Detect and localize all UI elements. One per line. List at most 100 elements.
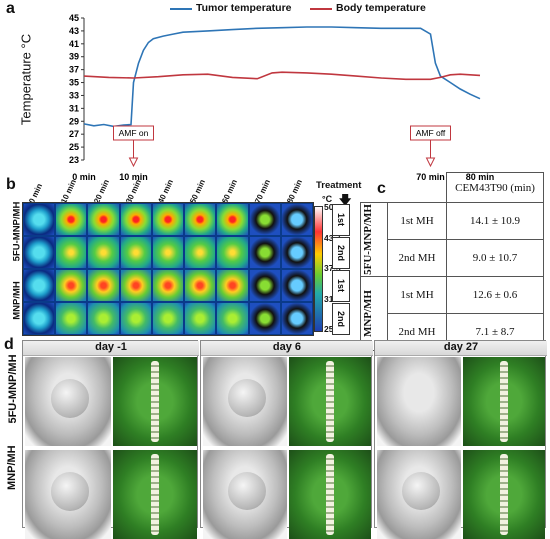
thermal-tile [248,269,281,302]
row-group-label-mnp: MNP/MH [11,281,23,320]
spine-shape [150,361,159,442]
tumor-bulge [50,379,90,418]
thermal-tile [119,302,152,335]
y-tick-label: 25 [69,142,79,152]
legend-label-body: Body temperature [336,2,426,14]
tumor-bulge [228,472,266,511]
ct-surface-image [25,450,111,539]
ct-surface-image [203,357,287,446]
row-tag: 1st [332,270,350,302]
thermal-tile [87,302,120,335]
thermal-tile [280,302,313,335]
thermal-tile [280,203,313,236]
thermal-tile [119,236,152,269]
colorbar [314,206,323,332]
thermal-tile [151,269,185,302]
thermal-tile [87,269,120,302]
thermal-tile [184,236,217,269]
cem-table: CEM43T90 (min) 5FU-MNP/MH 1st MH 14.1 ± … [360,172,544,351]
ct-skeleton-image [113,357,197,446]
row-tag: 2nd [332,237,350,269]
cem-table-header: CEM43T90 (min) [446,172,544,203]
down-arrow-icon: 🡇 [339,193,352,207]
ct-surface-image [377,450,461,539]
tumor-bulge [50,472,90,511]
ct-surface-image [377,357,461,446]
y-tick-label: 31 [69,103,79,113]
thermal-tile [87,203,120,236]
spine-shape [325,361,334,442]
thermal-tile [55,236,88,269]
spine-shape [499,361,508,442]
thermal-tile [280,269,313,302]
thermal-tile [55,269,88,302]
y-tick-label: 23 [69,155,79,165]
ct-skeleton-image [113,450,197,539]
thermal-tile [184,269,217,302]
row-group-label-5fu: 5FU-MNP/MH [11,201,23,262]
thermal-tile [151,203,185,236]
day-label: day -1 [23,341,199,356]
y-tick-label: 35 [69,78,79,88]
time-label: 0 min [27,182,45,205]
y-tick-label: 41 [69,39,79,49]
tumor-bulge [402,472,440,511]
y-tick-label: 33 [69,90,79,100]
row-label: 2nd MH [387,239,447,277]
spine-shape [150,454,159,535]
thermal-tile [119,269,152,302]
ct-skeleton-image [463,357,545,446]
day-label: day 27 [375,341,547,356]
thermal-tile [184,302,217,335]
thermal-tile [216,203,249,236]
legend: Tumor temperature Body temperature [170,2,470,16]
row-value: 9.0 ± 10.7 [446,239,544,277]
day-label: day 6 [201,341,373,356]
y-tick-label: 43 [69,26,79,36]
ct-skeleton-image [289,357,371,446]
x-tick-label: 0 min [72,172,96,182]
group-label-5fu: 5FU-MNP/MH [362,204,374,275]
thermal-tile [248,236,281,269]
ct-skeleton-image [463,450,545,539]
group-label-mnp: MNP/MH [362,289,374,338]
thermal-tile [248,203,281,236]
ct-surface-image [25,357,111,446]
panel-a-letter: a [6,0,15,17]
thermal-image-grid [22,202,314,336]
row-value: 14.1 ± 10.9 [446,202,544,240]
thermal-tile [184,203,217,236]
thermal-tile [216,269,249,302]
thermal-tile [23,236,56,269]
treatment-label: Treatment [316,180,362,191]
row-label-mnp-d: MNP/MH [6,445,18,490]
y-tick-label: 45 [69,13,79,23]
day-panel: day -1 [22,340,199,539]
y-tick-label: 27 [69,129,79,139]
tumor-bulge [228,379,266,418]
spine-shape [499,454,508,535]
legend-label-tumor: Tumor temperature [196,2,292,14]
day-panel: day 6 [200,340,373,539]
annotation-text: AMF on [119,128,149,138]
thermal-tile [216,302,249,335]
row-tag: 2nd [332,303,350,335]
annotation-arrow-icon [425,157,436,168]
row-label: 1st MH [387,202,447,240]
thermal-tile [119,203,152,236]
ct-surface-image [203,450,287,539]
colorbar-unit: °C [322,194,333,204]
thermal-tile [23,302,56,335]
row-value: 12.6 ± 0.6 [446,276,544,314]
series-line-body [83,71,481,81]
thermal-tile [151,236,185,269]
x-tick-label: 10 min [119,172,148,182]
day-panel: day 27 [374,340,547,539]
panel-d-letter: d [4,336,14,353]
y-axis-label: Temperature °C [18,33,34,126]
legend-swatch-body [310,8,332,10]
thermal-tile [55,302,88,335]
annotation-arrow-icon [128,157,139,168]
thermal-tile [87,236,120,269]
